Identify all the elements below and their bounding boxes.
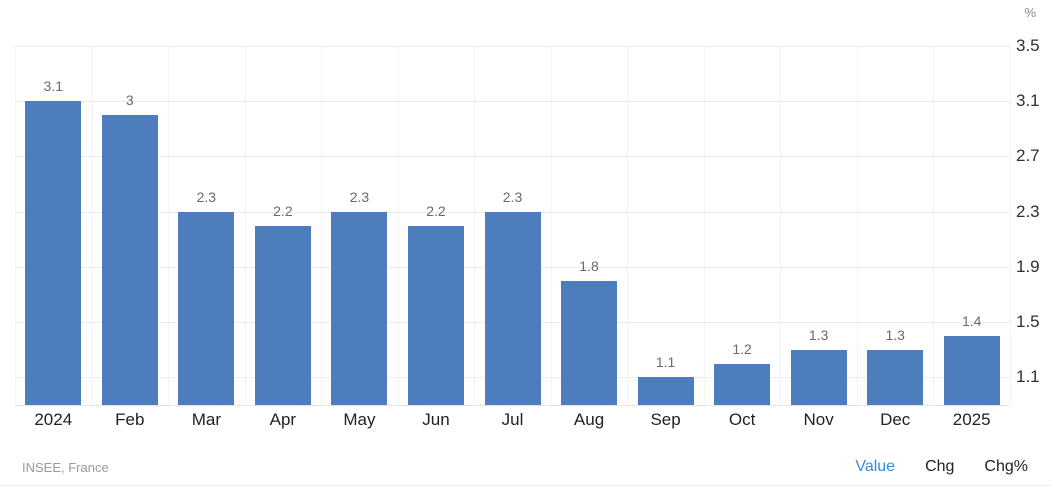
horizontal-gridline <box>15 101 1010 103</box>
y-axis-tick-label: 1.1 <box>1016 367 1040 387</box>
x-axis-tick-label: Aug <box>573 410 605 429</box>
chart-footer: INSEE, France Value Chg Chg% <box>0 455 1052 479</box>
vertical-gridline <box>933 46 935 405</box>
vertical-gridline <box>15 46 16 405</box>
bar-value-label: 1.3 <box>885 326 905 343</box>
x-axis-tick-label: Sep <box>650 410 681 429</box>
x-axis-tick-label: Apr <box>269 410 297 429</box>
bar-value-label: 2.3 <box>502 188 523 205</box>
bar-value-label: 1.1 <box>655 354 676 371</box>
vertical-gridline <box>1010 46 1011 405</box>
bar-jun[interactable] <box>407 225 464 405</box>
x-axis-tick-label: Dec <box>880 410 911 429</box>
vertical-gridline <box>627 46 629 405</box>
bar-feb[interactable] <box>101 115 158 405</box>
bar-may[interactable] <box>331 211 388 405</box>
bar-value-label: 3 <box>125 92 134 109</box>
bar-value-label: 2.2 <box>426 202 446 219</box>
bar-value-label: 2.3 <box>196 188 217 205</box>
bar-aug[interactable] <box>561 280 618 405</box>
vertical-gridline <box>703 46 705 405</box>
bar-2025[interactable] <box>943 335 1000 405</box>
vertical-gridline <box>550 46 552 405</box>
bar-value-label: 2.3 <box>349 188 370 205</box>
plot-area: 3.1 3 2.3 2.2 2.3 2.2 2.3 1.8 1.1 1.2 1.3 1.3 1.4 <box>15 46 1011 405</box>
x-axis-tick-label: Oct <box>728 410 756 429</box>
bar-nov[interactable] <box>790 349 847 405</box>
bar-jul[interactable] <box>484 211 541 405</box>
vertical-gridline <box>780 46 782 405</box>
horizontal-gridline <box>15 156 1010 158</box>
vertical-gridline <box>856 46 858 405</box>
x-axis-tick-label: Nov <box>803 410 834 429</box>
y-axis-tick-label: 3.5 <box>1016 36 1040 55</box>
bar-value-label: 1.4 <box>961 312 982 329</box>
vertical-gridline <box>91 46 93 405</box>
tab-value[interactable]: Value <box>855 458 896 475</box>
vertical-gridline <box>244 46 246 405</box>
bar-value-label: 3.1 <box>43 78 63 95</box>
x-axis-tick-label: 2024 <box>34 410 73 429</box>
vertical-gridline <box>321 46 323 405</box>
source-attribution: INSEE, France <box>22 459 109 475</box>
y-axis-tick-label: 1.9 <box>1016 256 1040 276</box>
bar-value-label: 1.2 <box>732 340 752 357</box>
x-axis-tick-label: 2025 <box>952 410 991 429</box>
bar-value-label: 2.2 <box>273 202 293 219</box>
vertical-gridline <box>168 46 170 405</box>
tab-chg[interactable]: Chg <box>925 458 955 475</box>
bar-value-label: 1.8 <box>579 257 599 274</box>
y-axis-tick-label: 2.7 <box>1016 146 1040 166</box>
y-axis-unit-label: % <box>1024 5 1036 20</box>
x-axis-tick-label: Feb <box>115 410 145 429</box>
y-axis-tick-label: 1.5 <box>1016 312 1040 332</box>
x-axis-tick-label: May <box>343 410 376 429</box>
y-axis-tick-label: 2.3 <box>1016 201 1040 221</box>
bar-oct[interactable] <box>714 363 771 405</box>
bar-mar[interactable] <box>178 211 235 405</box>
bar-value-label: 1.3 <box>808 326 829 343</box>
x-axis-tick-label: Mar <box>191 410 221 429</box>
vertical-gridline <box>474 46 476 405</box>
view-mode-tabs: Value Chg Chg% <box>855 458 1028 476</box>
y-axis-tick-label: 3.1 <box>1016 91 1040 111</box>
bar-sep[interactable] <box>637 377 694 405</box>
bar-apr[interactable] <box>254 225 311 405</box>
tab-chg-pct[interactable]: Chg% <box>984 458 1028 475</box>
bar-dec[interactable] <box>867 349 924 405</box>
horizontal-gridline <box>15 46 1010 47</box>
x-axis-tick-label: Jul <box>501 410 524 429</box>
vertical-gridline <box>397 46 399 405</box>
x-axis-line <box>15 405 1010 406</box>
x-axis-tick-label: Jun <box>422 410 450 429</box>
bar-2024[interactable] <box>25 101 82 405</box>
